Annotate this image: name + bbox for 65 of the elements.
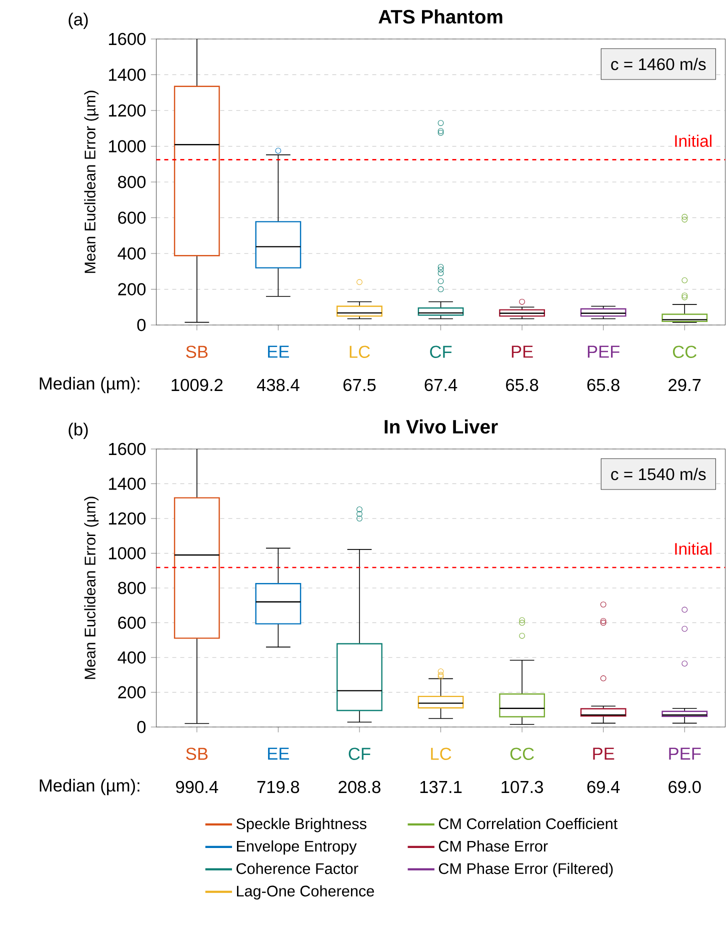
y-tick-label: 1000 [108,140,146,152]
x-tick-label: SB [186,346,208,358]
y-tick-label: 400 [118,651,146,664]
ref-line-label: Initial [675,134,712,147]
text: 69.0 [668,780,701,794]
y-tick-label: 1000 [108,547,146,560]
text: 29.7 [668,378,700,392]
legend-label: Coherence Factor [236,862,358,874]
text: 65.8 [506,378,538,392]
legend-label: Lag-One Coherence [236,885,374,900]
y-tick-label: 600 [118,616,146,629]
y-tick-label: 1200 [108,512,146,525]
text: (b) [68,422,88,439]
x-tick-label: LC [430,748,452,760]
y-tick-label: 200 [118,283,146,296]
x-tick-label: SB [186,748,208,760]
y-tick-label: 0 [137,720,146,734]
x-tick-label: CC [510,748,534,760]
text: 69.4 [587,780,620,794]
x-tick-label: LC [350,346,370,358]
y-tick-label: 200 [118,686,146,698]
y-axis-title: Mean Euclidean Error (µm) [84,496,98,679]
y-tick-label: 800 [118,176,146,188]
annotation: c = 1540 m/s [611,468,706,480]
chart-title: ATS Phantom [378,9,502,24]
x-tick-label: CF [348,748,370,760]
y-tick-label: 0 [137,318,146,332]
x-tick-label: PE [512,346,533,358]
y-tick-label: 1600 [108,442,146,456]
x-tick-label: PE [593,748,614,760]
y-tick-label: 400 [118,247,146,260]
y-tick-label: 600 [118,212,146,224]
x-tick-label: CF [430,346,452,358]
annotation: c = 1460 m/s [611,58,706,70]
legend-label: CM Phase Error [438,840,548,852]
text: 67.4 [424,378,457,392]
text: 990.4 [176,780,218,794]
text: 208.8 [338,780,380,794]
text: 438.4 [256,378,300,392]
y-tick-label: 1400 [108,478,146,490]
chart-title: In Vivo Liver [384,419,498,434]
text: 719.8 [257,780,299,794]
y-tick-label: 800 [118,582,146,594]
y-tick-label: 1400 [108,68,146,81]
text: 65.8 [587,378,620,392]
legend-label: CM Correlation Coefficient [438,818,618,830]
y-axis-title: Mean Euclidean Error (µm) [84,90,98,273]
x-tick-label: EE [268,748,289,760]
ref-line-label: Initial [675,542,712,555]
text: Median (µm): [40,376,140,394]
text: 1009.2 [172,378,222,392]
x-tick-label: EE [268,346,289,358]
text: 107.3 [502,780,543,794]
text: (a) [68,12,88,29]
legend-label: Envelope Entropy [236,840,357,855]
text: Median (µm): [40,778,140,796]
x-tick-label: PEF [588,346,620,358]
text: 137.1 [420,780,462,794]
legend-label: Speckle Brightness [236,818,366,832]
text: 67.5 [343,378,376,392]
legend-label: CM Phase Error (Filtered) [438,862,613,878]
y-tick-label: 1200 [108,104,146,117]
y-tick-label: 1600 [108,32,146,46]
x-tick-label: CC [672,346,696,358]
x-tick-label: PEF [669,748,701,760]
